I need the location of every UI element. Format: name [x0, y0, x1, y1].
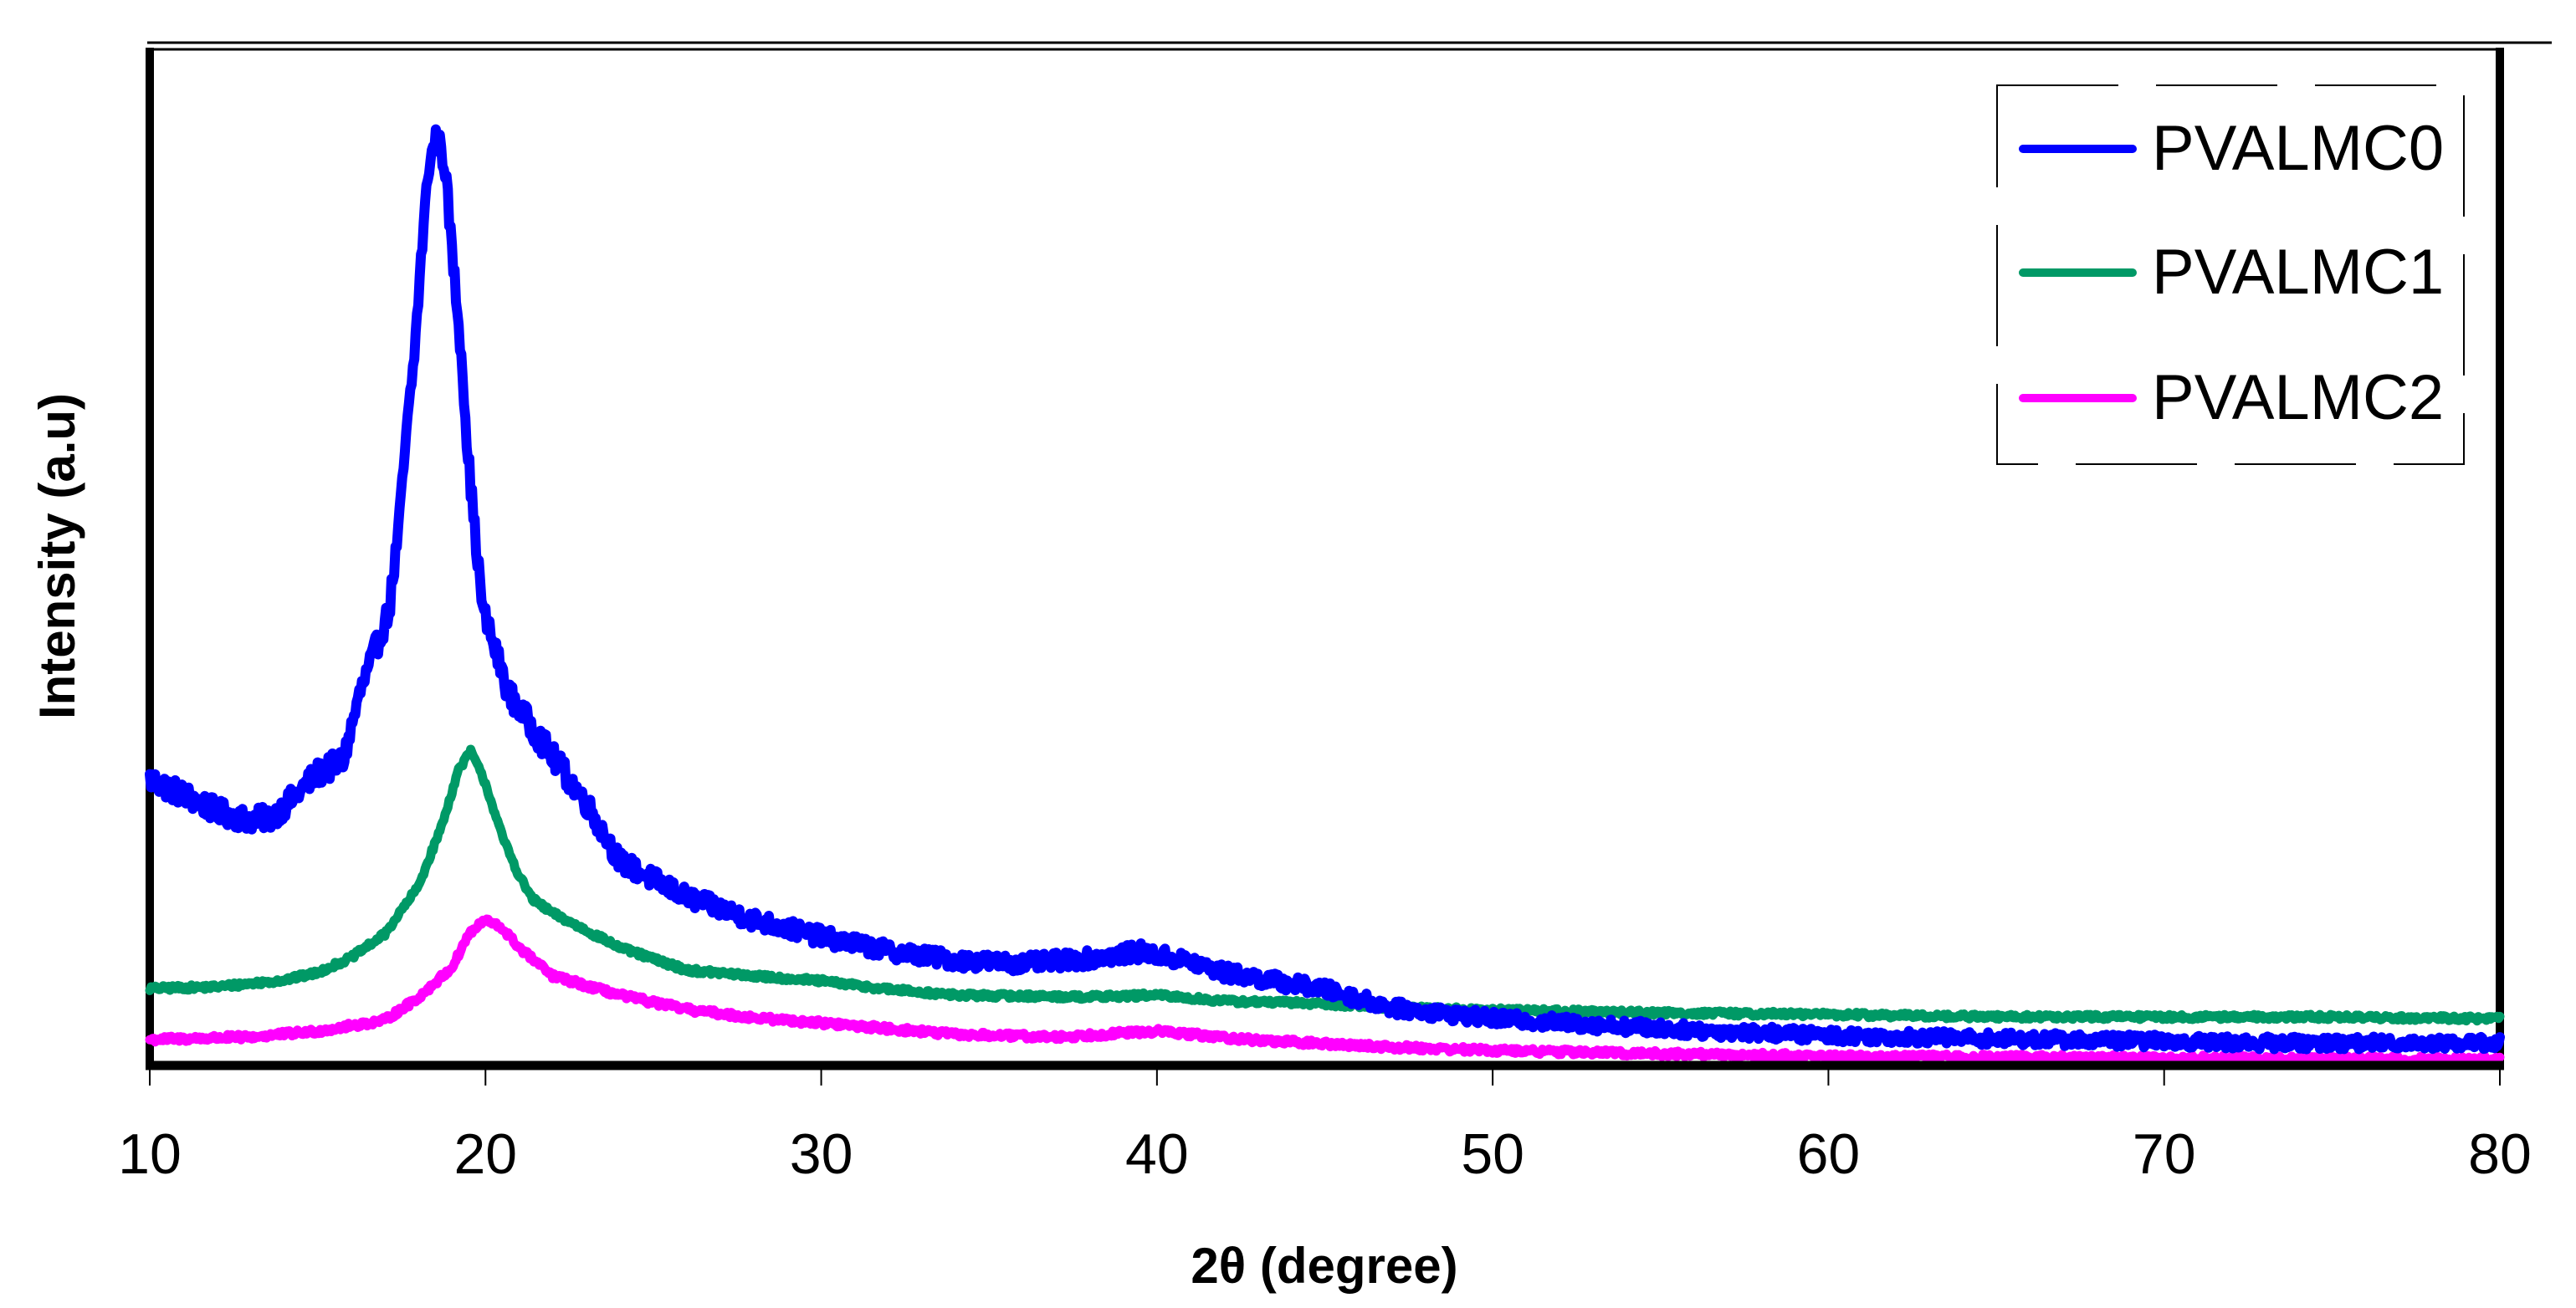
x-tick-label: 70 — [2133, 1122, 2196, 1186]
series-layer — [145, 124, 2505, 1067]
plot-area — [145, 48, 2505, 1070]
legend-item-pvalmc2: PVALMC2 — [2019, 362, 2444, 433]
x-tick-label: 80 — [2468, 1122, 2532, 1186]
x-tick-label: 60 — [1797, 1122, 1861, 1186]
x-axis-tick-labels: 10 20 30 40 50 60 70 80 — [118, 1122, 2532, 1186]
legend-item-pvalmc0: PVALMC0 — [2019, 113, 2444, 184]
series-line-pvalmc2 — [145, 914, 2505, 1067]
legend: PVALMC0 PVALMC1 PVALMC2 — [1996, 84, 2465, 465]
legend-item-pvalmc1: PVALMC1 — [2019, 237, 2444, 308]
x-tick-label: 10 — [118, 1122, 182, 1186]
series-line-pvalmc0 — [145, 124, 2505, 1055]
x-tick-label: 50 — [1461, 1122, 1524, 1186]
x-tick-label: 20 — [453, 1122, 517, 1186]
series-line-pvalmc1 — [145, 744, 2505, 1026]
x-tick-label: 30 — [790, 1122, 853, 1186]
x-axis-ticks — [149, 1070, 2501, 1086]
y-axis-title: Intensity (a.u) — [29, 393, 85, 719]
legend-label-pvalmc1: PVALMC1 — [2152, 237, 2444, 308]
legend-label-pvalmc0: PVALMC0 — [2152, 113, 2444, 184]
legend-label-pvalmc2: PVALMC2 — [2152, 362, 2444, 433]
x-tick-label: 40 — [1125, 1122, 1189, 1186]
x-axis-title: 2θ (degree) — [1191, 1238, 1457, 1294]
